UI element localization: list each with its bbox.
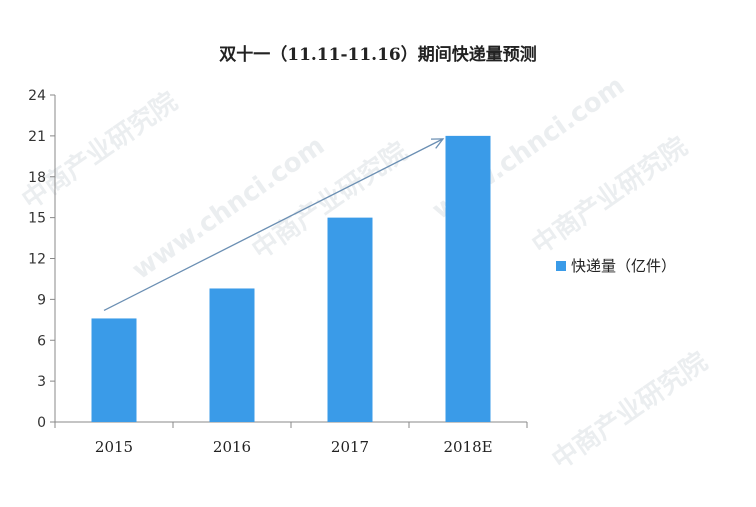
legend: 快递量（亿件） [556, 257, 676, 275]
y-tick-label: 6 [37, 333, 46, 349]
trend-annotation [103, 138, 445, 312]
bar [91, 318, 137, 422]
y-tick-label: 18 [28, 170, 46, 186]
legend-label: 快递量（亿件） [571, 257, 676, 275]
watermark-text: 中商产业研究院 [546, 346, 713, 476]
x-tick-label: 2018E [443, 438, 492, 456]
y-tick-label: 21 [28, 129, 46, 145]
legend-swatch [556, 261, 566, 271]
chart-title: 双十一（11.11-11.16）期间快递量预测 [219, 45, 537, 65]
y-tick-label: 9 [37, 292, 46, 308]
y-tick-label: 24 [28, 88, 46, 104]
bar [209, 288, 255, 422]
bar [327, 217, 373, 422]
trend-arrow-line [103, 138, 444, 312]
watermark-text: 中商产业研究院 [16, 86, 183, 216]
y-tick-label: 12 [28, 252, 46, 268]
x-tick-label: 2017 [331, 438, 369, 456]
category-labels: 2015 2016 2017 2018E [95, 438, 493, 456]
bar [445, 135, 491, 422]
y-tick-label: 0 [37, 415, 46, 431]
y-tick-label: 3 [37, 374, 46, 390]
x-tick-label: 2016 [213, 438, 251, 456]
bars [91, 135, 491, 422]
x-tick-label: 2015 [95, 438, 133, 456]
y-tick-label: 15 [28, 211, 46, 227]
trend-arrow-head [430, 138, 445, 149]
